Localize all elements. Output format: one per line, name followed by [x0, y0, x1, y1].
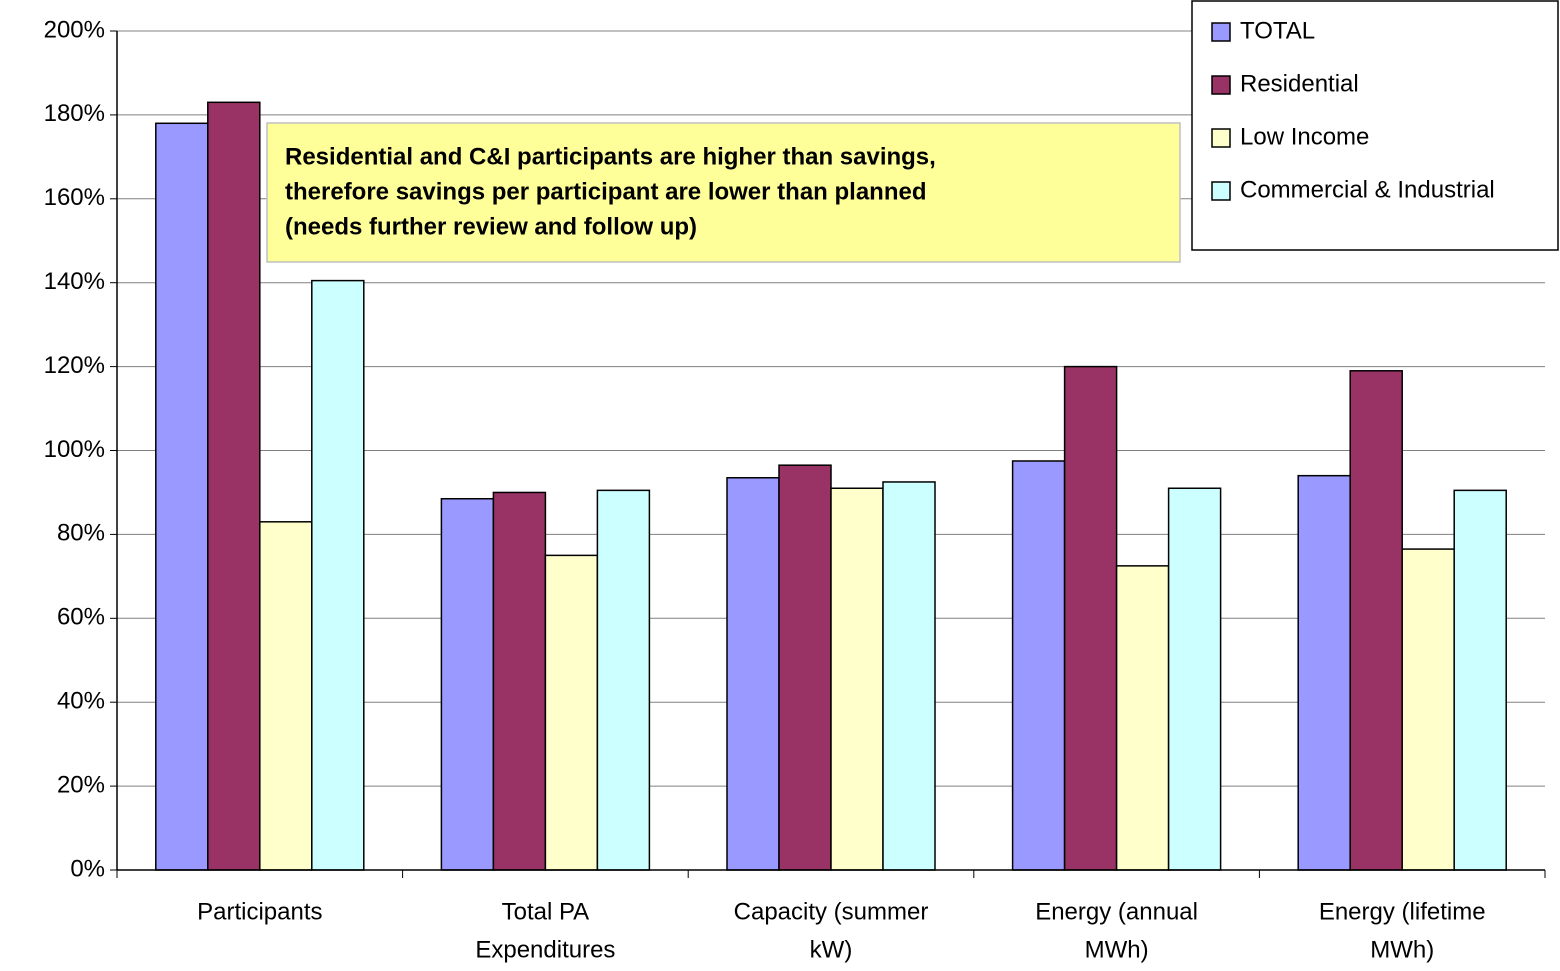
- bar: [882, 481, 936, 871]
- y-tick-label: 200%: [44, 16, 105, 43]
- bar: [1063, 365, 1118, 871]
- x-tick-label: Energy (lifetime: [1319, 898, 1486, 925]
- bar: [544, 554, 599, 871]
- legend-swatch: [1211, 22, 1231, 42]
- x-tick-label: MWh): [1370, 936, 1434, 963]
- x-tick-label: kW): [810, 936, 853, 963]
- legend-label: Low Income: [1240, 123, 1369, 150]
- bar: [1167, 487, 1222, 871]
- bar: [440, 497, 495, 871]
- legend-label: TOTAL: [1240, 17, 1315, 44]
- y-tick-label: 80%: [57, 520, 105, 547]
- bar: [1349, 370, 1403, 871]
- legend-swatch: [1211, 75, 1231, 95]
- legend-swatch: [1211, 181, 1231, 201]
- y-tick-label: 140%: [44, 268, 105, 295]
- bar: [596, 489, 651, 871]
- x-tick-label: MWh): [1085, 936, 1149, 963]
- x-tick-label: Total PA: [502, 898, 590, 925]
- y-tick-label: 40%: [57, 688, 105, 715]
- bar: [726, 477, 780, 871]
- annotation-text: Residential and C&I participants are hig…: [285, 143, 936, 170]
- bar: [259, 521, 313, 871]
- x-tick-label: Energy (annual: [1035, 898, 1198, 925]
- legend-swatch: [1211, 128, 1231, 148]
- y-tick-label: 100%: [44, 436, 105, 463]
- y-tick-label: 20%: [57, 771, 105, 798]
- legend-label: Residential: [1240, 70, 1359, 97]
- y-tick-label: 0%: [70, 855, 105, 882]
- bar: [1453, 489, 1507, 871]
- bar: [492, 491, 547, 871]
- annotation-text: (needs further review and follow up): [285, 213, 697, 240]
- bar: [155, 122, 209, 871]
- bar: [311, 279, 365, 871]
- y-tick-label: 180%: [44, 100, 105, 127]
- bar: [830, 487, 884, 871]
- bar: [1401, 548, 1455, 871]
- bar: [778, 464, 832, 871]
- annotation-text: therefore savings per participant are lo…: [285, 178, 927, 205]
- bar: [1011, 460, 1066, 871]
- bar: [1115, 565, 1170, 871]
- bar: [207, 101, 261, 871]
- annotation-box: [266, 122, 1181, 263]
- legend-label: Commercial & Industrial: [1240, 176, 1495, 203]
- y-tick-label: 60%: [57, 604, 105, 631]
- legend-box: [1191, 0, 1559, 251]
- y-tick-label: 160%: [44, 184, 105, 211]
- x-tick-label: Expenditures: [475, 936, 615, 963]
- y-tick-label: 120%: [44, 352, 105, 379]
- x-tick-label: Participants: [197, 898, 322, 925]
- bar: [1297, 474, 1351, 871]
- x-tick-label: Capacity (summer: [734, 898, 929, 925]
